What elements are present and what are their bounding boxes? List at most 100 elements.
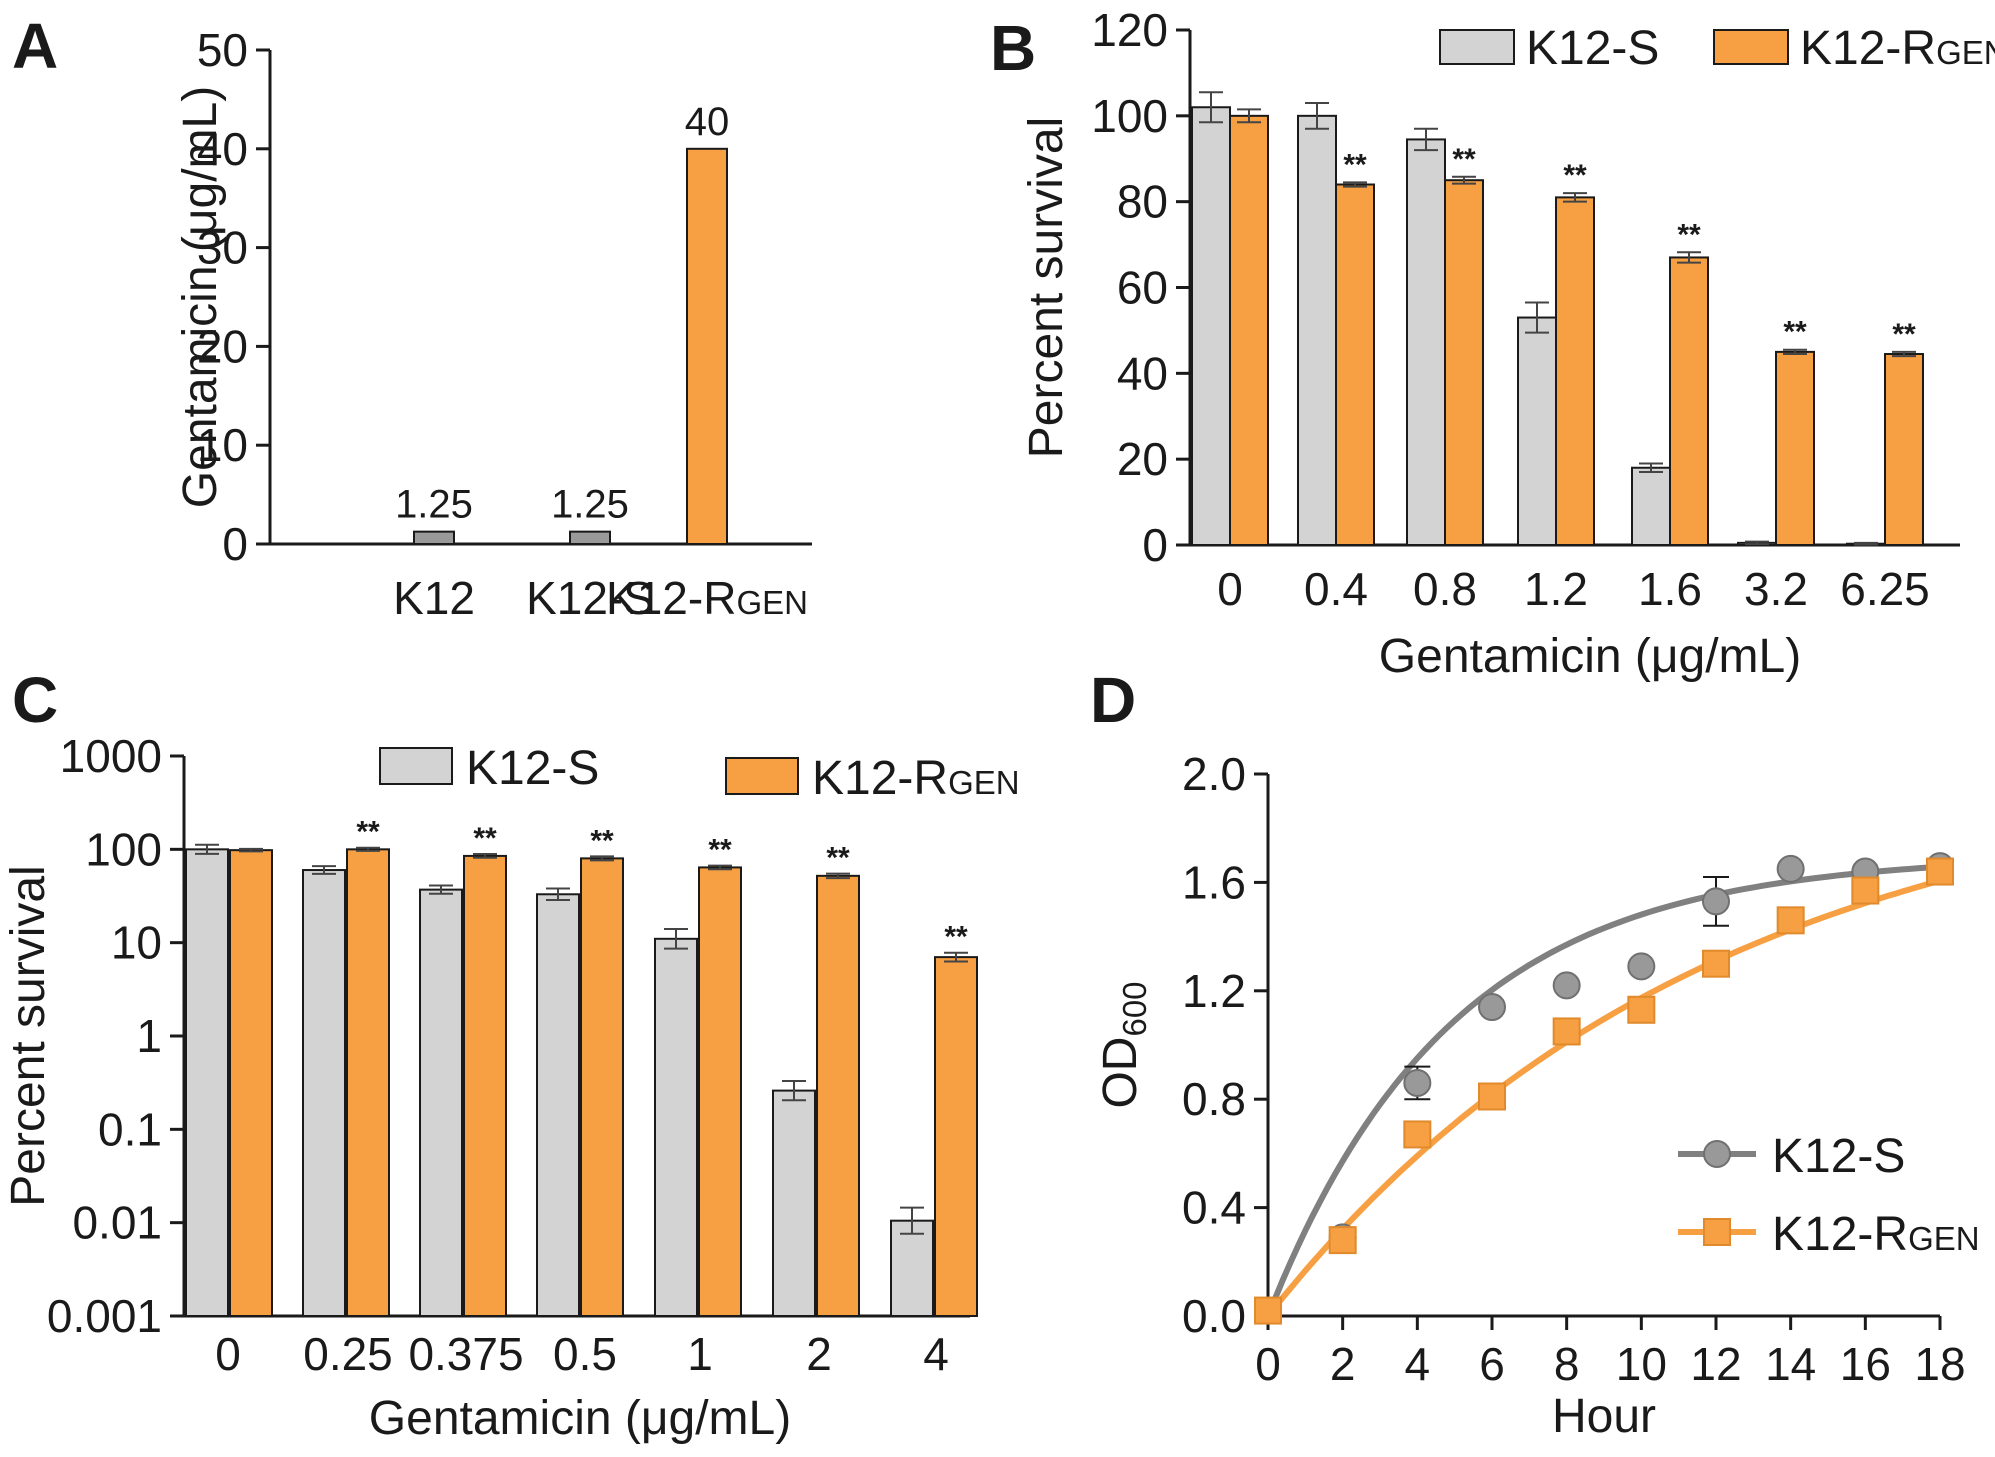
y-tick-label-b: 80 [1117,176,1168,228]
error-bar-b [1563,192,1587,203]
x-tick-label-a-sub: GEN [736,584,808,621]
x-axis-title-c: Gentamicin (μg/mL) [369,1392,791,1445]
panel-a: A 0 10 20 30 40 50 Gentamicin (μg/mL) 1.25 K12 1.2… [12,10,812,624]
legend-swatch-c [725,757,799,795]
data-label-a: 1.25 [551,483,629,527]
y-tick-label-d: 0.0 [1182,1290,1246,1342]
y-tick-label-c: 1000 [60,730,162,782]
significance-mark-c: ** [944,921,968,954]
y-tick-label-c: 0.01 [72,1197,162,1249]
y-tick-label-d: 2.0 [1182,748,1246,800]
legend-label-b: K12-S [1526,22,1659,75]
significance-mark-b: ** [1677,218,1701,251]
bar-b-r [1335,183,1375,546]
point-d-s [1702,887,1730,916]
point-d-s [1552,971,1581,1000]
point-d-s [1776,854,1805,883]
error-bar-b [1892,350,1916,358]
x-tick-label-a: K12-S [526,572,654,624]
bar-a [686,147,728,546]
x-tick-label-a: K12-RGEN [606,572,808,624]
legend-label-d: K12-S [1772,1130,1905,1183]
bar-c-s [185,848,229,1317]
y-tick-label-c: 10 [111,917,162,969]
panel-b: B 0 20 40 60 80 100 120 Percent survival Gentamic… [990,4,1995,683]
legend-label-d-sub: GEN [1908,1220,1980,1257]
legend-label-c-main: K12-R [812,752,948,805]
legend-swatch-c [379,747,453,785]
significance-mark-c: ** [826,842,850,875]
error-bar-c [900,1206,924,1235]
x-tick-label-c: 1 [687,1328,713,1380]
error-bar-c [473,853,497,859]
x-axis-title-d: Hour [1552,1390,1656,1443]
y-tick-label-b: 120 [1091,4,1168,56]
legend-label-c-main: K12-S [466,742,599,795]
y-tick-label-b: 40 [1117,347,1168,399]
point-d-r [1926,857,1954,886]
bar-b-s [1631,466,1671,546]
point-d-r [1478,1082,1506,1111]
bar-a [569,530,611,546]
x-tick-label-b: 0.4 [1304,563,1368,615]
error-bar-c [826,872,850,880]
legend-label-d-main: K12-S [1772,1130,1905,1183]
bar-b-r [1775,350,1815,546]
bar-a [413,530,455,546]
y-axis-title-d-sub: 600 [1116,981,1153,1036]
error-bar-c [429,884,453,895]
x-tick-label-d: 12 [1690,1338,1741,1390]
y-axis-title-b: Percent survival [1020,117,1073,458]
x-tick-label-d: 2 [1330,1338,1356,1390]
error-bar-b [1452,175,1476,185]
fit-line-d-r [1265,877,1941,1318]
x-tick-label-c: 4 [923,1328,949,1380]
point-d-r [1552,1017,1581,1046]
bar-c-r [346,848,390,1317]
error-bar-b [1854,541,1878,546]
bar-c-r [698,866,742,1318]
x-tick-label-c: 2 [806,1328,832,1380]
error-bar-c [312,865,336,875]
significance-mark-c: ** [473,822,497,855]
y-axis-title-a: Gentamicin (μg/mL) [174,86,227,508]
x-tick-label-c: 0.5 [553,1328,617,1380]
bar-b-s [1406,138,1446,546]
x-tick-label-d: 8 [1554,1338,1580,1390]
point-d-s [1403,1068,1432,1097]
error-bar-b [1525,301,1549,334]
x-tick-label-b: 0.8 [1413,563,1477,615]
legend-label-b: K12-RGEN [1800,22,1995,75]
point-d-s [1627,952,1656,981]
legend-marker-d [1703,1140,1731,1168]
legend-swatch-b [1439,29,1515,65]
x-tick-label-d: 0 [1255,1338,1281,1390]
bar-c-s [772,1089,816,1318]
bar-c-r [816,874,860,1317]
y-tick-label-d: 0.4 [1182,1182,1246,1234]
x-tick-label-b: 1.2 [1524,563,1588,615]
bar-c-s [890,1219,934,1317]
x-tick-label-c: 0.25 [303,1328,393,1380]
y-tick-label-b: 20 [1117,433,1168,485]
significance-mark-c: ** [708,834,732,867]
error-bar-b [1677,251,1701,264]
y-tick-label-b: 0 [1142,519,1168,571]
point-d-r [1851,876,1880,905]
x-tick-label-a-main: K12-R [606,572,736,624]
legend-label-c: K12-RGEN [812,752,1020,805]
error-bar-b [1199,91,1223,124]
legend-label-b-main: K12-R [1800,22,1936,75]
error-bar-b [1783,348,1807,356]
bar-b-r [1555,196,1595,546]
y-tick-label-b: 100 [1091,90,1168,142]
significance-mark-c: ** [590,824,614,857]
bar-c-s [419,888,463,1318]
error-bar-c [590,855,614,862]
legend-label-d-main: K12-R [1772,1208,1908,1261]
point-d-r [1702,949,1730,978]
bar-c-r [934,956,978,1318]
bar-b-s [1191,106,1231,546]
x-tick-label-d: 16 [1840,1338,1891,1390]
